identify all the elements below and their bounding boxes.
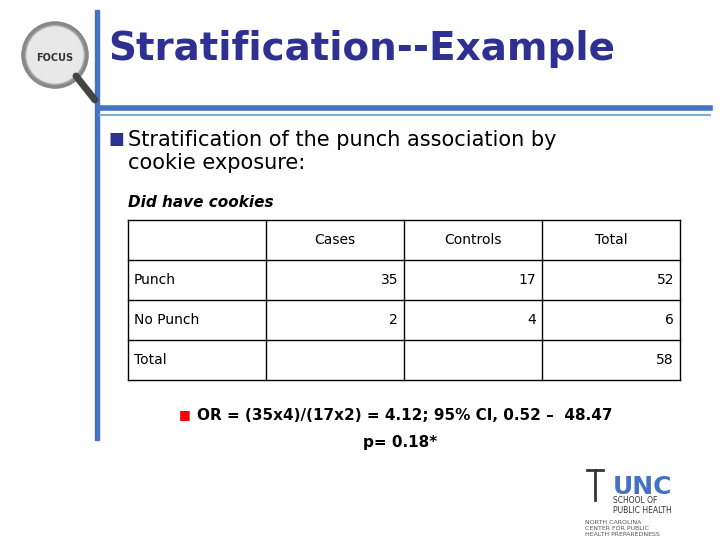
Text: 6: 6: [665, 313, 674, 327]
Text: 4: 4: [527, 313, 536, 327]
Text: Stratification--Example: Stratification--Example: [108, 30, 615, 68]
Text: 17: 17: [518, 273, 536, 287]
Text: ■: ■: [108, 130, 124, 148]
Text: 58: 58: [657, 353, 674, 367]
Text: Total: Total: [595, 233, 627, 247]
Text: FOCUS: FOCUS: [37, 53, 73, 63]
Text: Punch: Punch: [134, 273, 176, 287]
Text: Did have cookies: Did have cookies: [128, 195, 274, 210]
Circle shape: [23, 23, 87, 87]
Text: Cases: Cases: [315, 233, 356, 247]
Text: Stratification of the punch association by: Stratification of the punch association …: [128, 130, 557, 150]
Text: OR = (35x4)/(17x2) = 4.12; 95% CI, 0.52 –  48.47: OR = (35x4)/(17x2) = 4.12; 95% CI, 0.52 …: [197, 408, 613, 422]
Text: 2: 2: [390, 313, 398, 327]
Text: UNC: UNC: [613, 475, 672, 499]
Text: ■: ■: [179, 408, 191, 422]
Text: SCHOOL OF
PUBLIC HEALTH: SCHOOL OF PUBLIC HEALTH: [613, 496, 672, 515]
Bar: [95, 10, 99, 440]
Circle shape: [27, 27, 83, 83]
Text: 52: 52: [657, 273, 674, 287]
Text: Controls: Controls: [444, 233, 502, 247]
Text: No Punch: No Punch: [134, 313, 199, 327]
Text: p= 0.18*: p= 0.18*: [363, 435, 437, 450]
Text: Total: Total: [134, 353, 166, 367]
Text: NORTH CAROLINA
CENTER FOR PUBLIC
HEALTH PREPAREDNESS: NORTH CAROLINA CENTER FOR PUBLIC HEALTH …: [585, 520, 660, 537]
Text: cookie exposure:: cookie exposure:: [128, 153, 305, 173]
Text: 35: 35: [380, 273, 398, 287]
